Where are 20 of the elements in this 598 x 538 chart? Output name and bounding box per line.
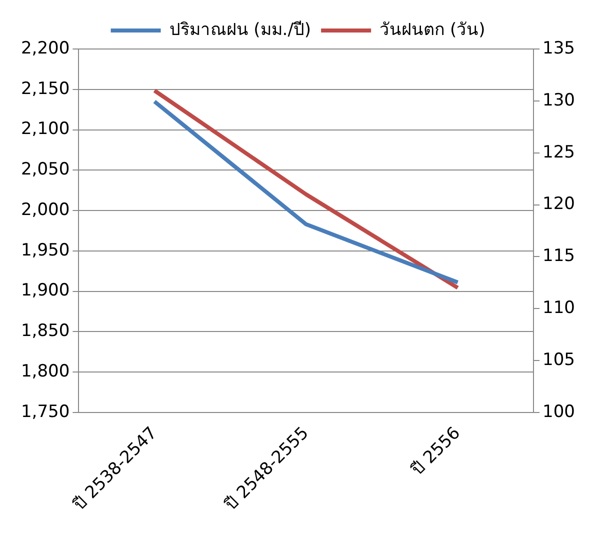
- y-tick-label: 1,800: [20, 361, 70, 382]
- y2-tick-label: 135: [542, 38, 576, 58]
- y-tick-label: 2,050: [20, 160, 70, 180]
- y-tick-label: 1,750: [20, 402, 70, 422]
- y-tick-label: 2,200: [20, 38, 70, 58]
- y2-tick-label: 100: [542, 402, 576, 422]
- y-tick-label: 1,900: [20, 280, 70, 301]
- y-tick-label: 1,950: [20, 240, 70, 260]
- y2-tick-label: 130: [542, 90, 576, 110]
- y-tick-label: 2,000: [20, 200, 70, 220]
- y2-tick-label: 115: [542, 246, 576, 266]
- y-tick-label: 2,100: [20, 119, 70, 140]
- legend-label: ปริมาณฝน (มม./ปี): [169, 20, 312, 40]
- y2-tick-label: 120: [542, 194, 576, 214]
- y2-tick-label: 125: [542, 142, 576, 162]
- legend-label: วันฝนตก (วัน): [380, 20, 486, 40]
- y-tick-label: 2,150: [20, 78, 70, 99]
- y-tick-label: 1,850: [20, 321, 70, 342]
- y2-tick-label: 110: [542, 298, 576, 318]
- y2-tick-label: 105: [542, 350, 576, 370]
